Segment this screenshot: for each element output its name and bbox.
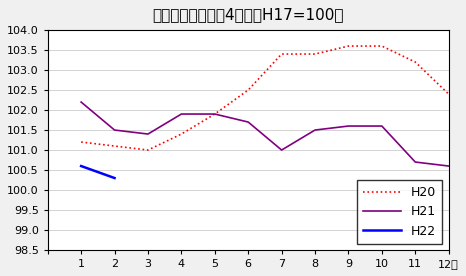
H20 xyxy=(346,44,351,48)
H21 xyxy=(279,148,284,152)
H22 xyxy=(78,164,84,168)
Line: H22: H22 xyxy=(81,166,115,178)
H21 xyxy=(112,128,117,132)
H20 xyxy=(279,52,284,56)
H21 xyxy=(78,100,84,104)
H20 xyxy=(379,44,384,48)
H21 xyxy=(212,112,218,116)
H20 xyxy=(312,52,318,56)
H21 xyxy=(446,164,452,168)
H20 xyxy=(412,60,418,64)
H20 xyxy=(246,88,251,92)
H20 xyxy=(446,92,452,96)
H20 xyxy=(78,140,84,144)
H21 xyxy=(379,124,384,128)
H20 xyxy=(212,112,218,116)
Legend: H20, H21, H22: H20, H21, H22 xyxy=(357,180,442,244)
H20 xyxy=(145,148,151,152)
Line: H20: H20 xyxy=(81,46,449,150)
H21 xyxy=(312,128,318,132)
H21 xyxy=(178,112,184,116)
H21 xyxy=(246,120,251,124)
H21 xyxy=(145,132,151,136)
H21 xyxy=(346,124,351,128)
Title: 総合指数の動き　4市　（H17=100）: 総合指数の動き 4市 （H17=100） xyxy=(152,7,344,22)
H22 xyxy=(112,176,117,180)
Line: H21: H21 xyxy=(81,102,449,166)
H21 xyxy=(412,160,418,164)
H20 xyxy=(112,144,117,148)
H20 xyxy=(178,132,184,136)
